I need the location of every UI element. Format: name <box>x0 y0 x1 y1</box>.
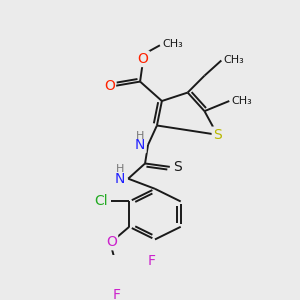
Text: CH₃: CH₃ <box>231 96 252 106</box>
Text: CH₃: CH₃ <box>162 39 183 50</box>
Text: S: S <box>173 160 182 174</box>
Text: CH₃: CH₃ <box>223 55 244 64</box>
Text: H: H <box>136 130 144 141</box>
Text: F: F <box>112 288 120 300</box>
Text: Cl: Cl <box>95 194 108 208</box>
Text: H: H <box>116 164 124 174</box>
Text: O: O <box>138 52 148 66</box>
Text: O: O <box>104 79 115 93</box>
Text: S: S <box>213 128 222 142</box>
Text: O: O <box>106 235 117 249</box>
Text: N: N <box>115 172 125 186</box>
Text: F: F <box>148 254 156 268</box>
Text: N: N <box>135 138 145 152</box>
